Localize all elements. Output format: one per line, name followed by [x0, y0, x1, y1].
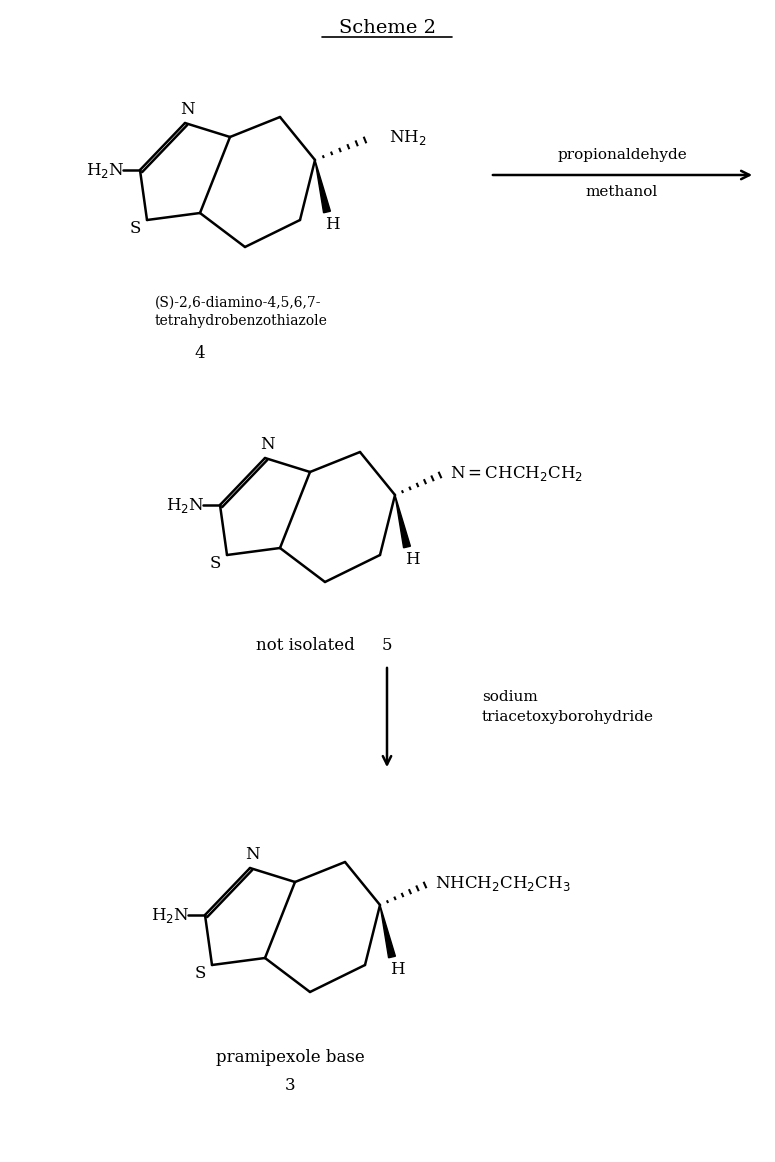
Text: N: N [245, 846, 260, 862]
Polygon shape [395, 495, 411, 547]
Text: N$=$CHCH$_2$CH$_2$: N$=$CHCH$_2$CH$_2$ [450, 464, 583, 482]
Text: NH$_2$: NH$_2$ [389, 128, 426, 146]
Text: NHCH$_2$CH$_2$CH$_3$: NHCH$_2$CH$_2$CH$_3$ [435, 874, 570, 892]
Text: methanol: methanol [586, 185, 658, 199]
Text: H: H [390, 961, 405, 977]
Text: not isolated: not isolated [256, 637, 354, 653]
Text: S: S [129, 220, 141, 237]
Text: H$_2$N: H$_2$N [86, 160, 124, 179]
Text: H: H [325, 215, 339, 232]
Polygon shape [315, 160, 330, 213]
Text: H$_2$N: H$_2$N [151, 905, 189, 925]
Text: S: S [195, 964, 205, 982]
Text: 4: 4 [195, 344, 205, 361]
Text: Scheme 2: Scheme 2 [339, 19, 436, 37]
Text: pramipexole base: pramipexole base [215, 1049, 364, 1067]
Text: N: N [180, 100, 195, 117]
Text: propionaldehyde: propionaldehyde [557, 148, 687, 162]
Text: H$_2$N: H$_2$N [166, 495, 205, 515]
Polygon shape [380, 905, 395, 957]
Text: S: S [209, 554, 221, 572]
Text: N: N [260, 436, 274, 452]
Text: H: H [405, 551, 419, 567]
Text: 5: 5 [382, 637, 392, 653]
Text: tetrahydrobenzothiazole: tetrahydrobenzothiazole [155, 314, 328, 328]
Text: triacetoxyborohydride: triacetoxyborohydride [482, 710, 654, 724]
Text: 3: 3 [284, 1076, 295, 1093]
Text: sodium: sodium [482, 690, 538, 704]
Text: (S)-2,6-diamino-4,5,6,7-: (S)-2,6-diamino-4,5,6,7- [155, 296, 322, 310]
